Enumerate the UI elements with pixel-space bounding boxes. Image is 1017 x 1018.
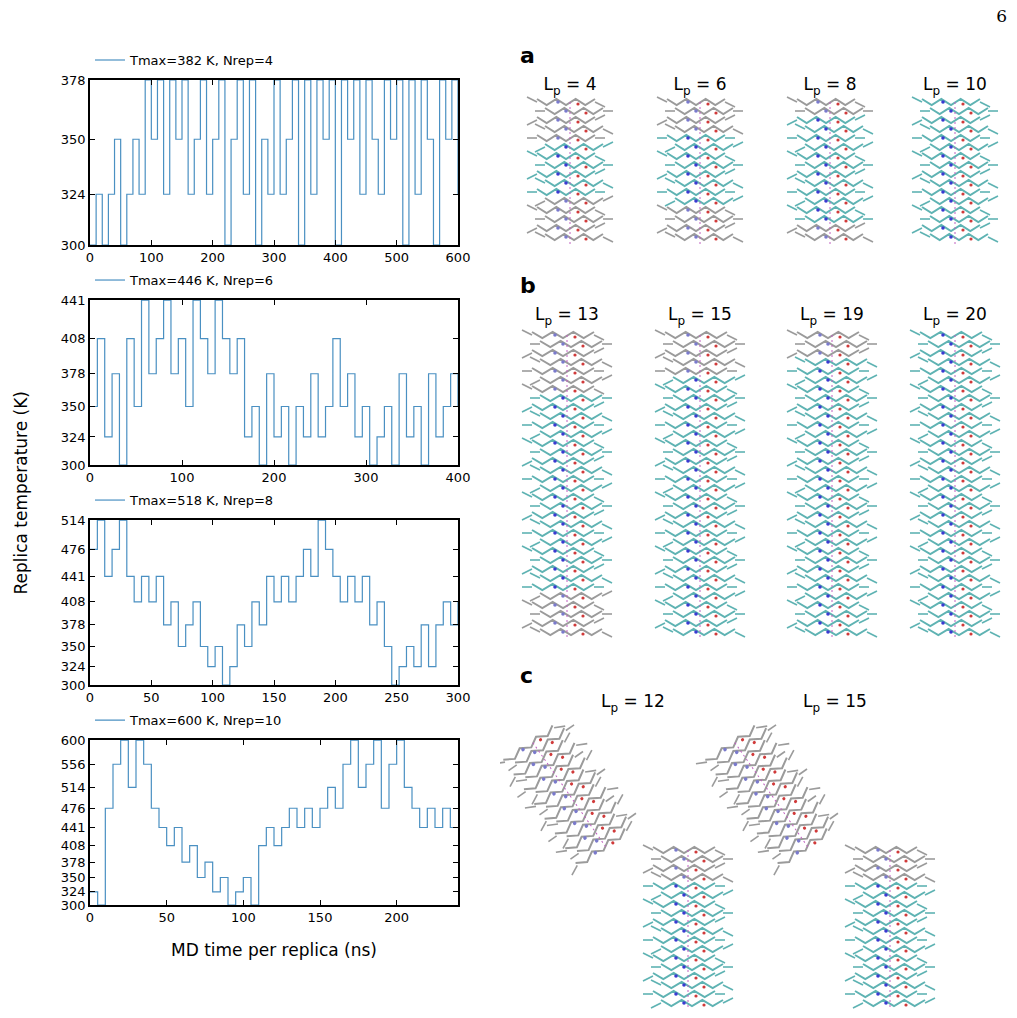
svg-text:50: 50 xyxy=(143,690,160,705)
svg-text:514: 514 xyxy=(61,513,86,528)
svg-text:400: 400 xyxy=(323,250,348,265)
svg-text:324: 324 xyxy=(61,884,86,899)
svg-text:Lp = 4: Lp = 4 xyxy=(544,74,597,98)
svg-text:408: 408 xyxy=(61,838,86,853)
svg-text:a: a xyxy=(520,43,535,68)
svg-text:200: 200 xyxy=(200,250,225,265)
svg-text:350: 350 xyxy=(61,870,86,885)
svg-text:Lp = 10: Lp = 10 xyxy=(923,74,987,98)
svg-text:300: 300 xyxy=(354,470,379,485)
svg-text:324: 324 xyxy=(61,187,86,202)
svg-text:300: 300 xyxy=(262,250,287,265)
svg-text:Lp = 12: Lp = 12 xyxy=(601,691,665,715)
svg-text:0: 0 xyxy=(86,470,94,485)
svg-text:MD time per replica (ns): MD time per replica (ns) xyxy=(171,940,377,960)
svg-text:Lp = 6: Lp = 6 xyxy=(674,74,727,98)
svg-text:408: 408 xyxy=(61,594,86,609)
svg-text:378: 378 xyxy=(61,855,86,870)
svg-text:Tmax=382 K, Nrep=4: Tmax=382 K, Nrep=4 xyxy=(129,53,273,68)
svg-text:378: 378 xyxy=(61,73,86,88)
svg-text:250: 250 xyxy=(384,690,409,705)
svg-text:6: 6 xyxy=(996,6,1007,26)
svg-text:Lp = 20: Lp = 20 xyxy=(923,304,987,328)
svg-text:200: 200 xyxy=(262,470,287,485)
svg-text:556: 556 xyxy=(61,757,86,772)
svg-text:0: 0 xyxy=(86,690,94,705)
svg-text:Tmax=518 K, Nrep=8: Tmax=518 K, Nrep=8 xyxy=(129,493,273,508)
svg-text:150: 150 xyxy=(262,690,287,705)
svg-text:200: 200 xyxy=(384,910,409,925)
svg-text:Lp = 13: Lp = 13 xyxy=(535,304,599,328)
svg-text:Replica temperature (K): Replica temperature (K) xyxy=(11,391,31,595)
svg-text:350: 350 xyxy=(61,399,86,414)
svg-text:300: 300 xyxy=(61,678,86,693)
svg-text:100: 100 xyxy=(231,910,256,925)
svg-text:350: 350 xyxy=(61,639,86,654)
svg-text:378: 378 xyxy=(61,366,86,381)
svg-text:350: 350 xyxy=(61,132,86,147)
svg-text:300: 300 xyxy=(61,458,86,473)
svg-text:Lp = 8: Lp = 8 xyxy=(804,74,857,98)
svg-text:0: 0 xyxy=(86,250,94,265)
svg-text:150: 150 xyxy=(308,910,333,925)
svg-text:600: 600 xyxy=(446,250,471,265)
svg-text:Tmax=446 K, Nrep=6: Tmax=446 K, Nrep=6 xyxy=(129,273,273,288)
svg-text:400: 400 xyxy=(446,470,471,485)
svg-text:300: 300 xyxy=(61,238,86,253)
svg-text:Tmax=600 K, Nrep=10: Tmax=600 K, Nrep=10 xyxy=(129,713,281,728)
svg-text:441: 441 xyxy=(61,569,86,584)
svg-text:100: 100 xyxy=(170,470,195,485)
svg-text:300: 300 xyxy=(61,898,86,913)
svg-text:600: 600 xyxy=(61,733,86,748)
svg-text:b: b xyxy=(520,273,536,298)
svg-text:200: 200 xyxy=(323,690,348,705)
svg-text:50: 50 xyxy=(158,910,175,925)
svg-text:324: 324 xyxy=(61,659,86,674)
svg-text:Lp = 15: Lp = 15 xyxy=(803,691,867,715)
svg-text:408: 408 xyxy=(61,331,86,346)
svg-text:378: 378 xyxy=(61,617,86,632)
svg-text:441: 441 xyxy=(61,820,86,835)
svg-text:0: 0 xyxy=(86,910,94,925)
svg-text:514: 514 xyxy=(61,780,86,795)
svg-text:100: 100 xyxy=(139,250,164,265)
svg-text:300: 300 xyxy=(446,690,471,705)
svg-text:476: 476 xyxy=(61,542,86,557)
svg-text:441: 441 xyxy=(61,293,86,308)
svg-text:100: 100 xyxy=(200,690,225,705)
svg-text:476: 476 xyxy=(61,801,86,816)
svg-text:324: 324 xyxy=(61,429,86,444)
svg-text:Lp = 19: Lp = 19 xyxy=(800,304,864,328)
svg-text:500: 500 xyxy=(384,250,409,265)
svg-text:c: c xyxy=(520,663,533,688)
svg-text:Lp = 15: Lp = 15 xyxy=(668,304,732,328)
